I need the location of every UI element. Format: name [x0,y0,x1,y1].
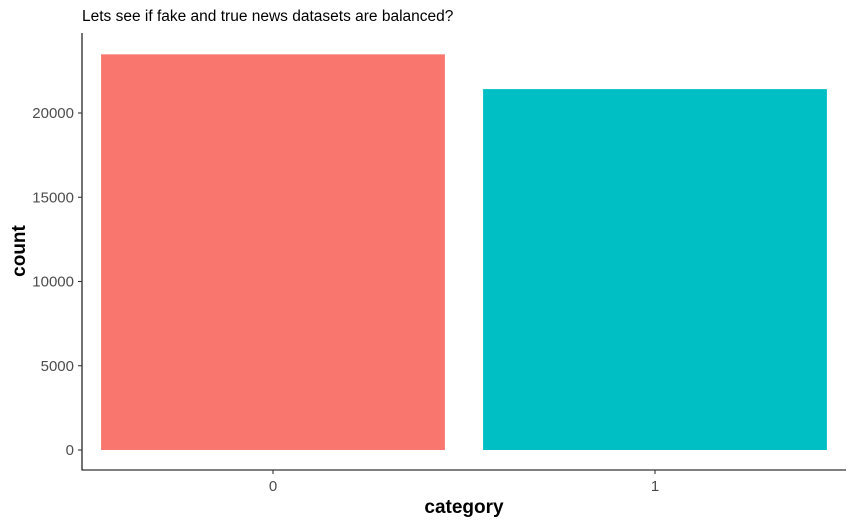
y-tick-label: 0 [66,442,74,459]
bar-category-0 [101,54,445,450]
chart-title: Lets see if fake and true news datasets … [82,8,454,25]
y-tick-label: 5000 [41,358,74,375]
x-tick-label: 0 [269,478,277,495]
y-ticks-layer: 0 5000 10000 15000 20000 [32,105,82,459]
bar-category-1 [483,89,827,451]
y-tick-label: 15000 [32,189,74,206]
x-tick-label: 1 [651,478,659,495]
y-axis-title: count [9,224,30,276]
x-axis-title: category [424,497,504,518]
y-tick-label: 20000 [32,105,74,122]
bars-layer [101,54,827,451]
y-tick-label: 10000 [32,274,74,291]
